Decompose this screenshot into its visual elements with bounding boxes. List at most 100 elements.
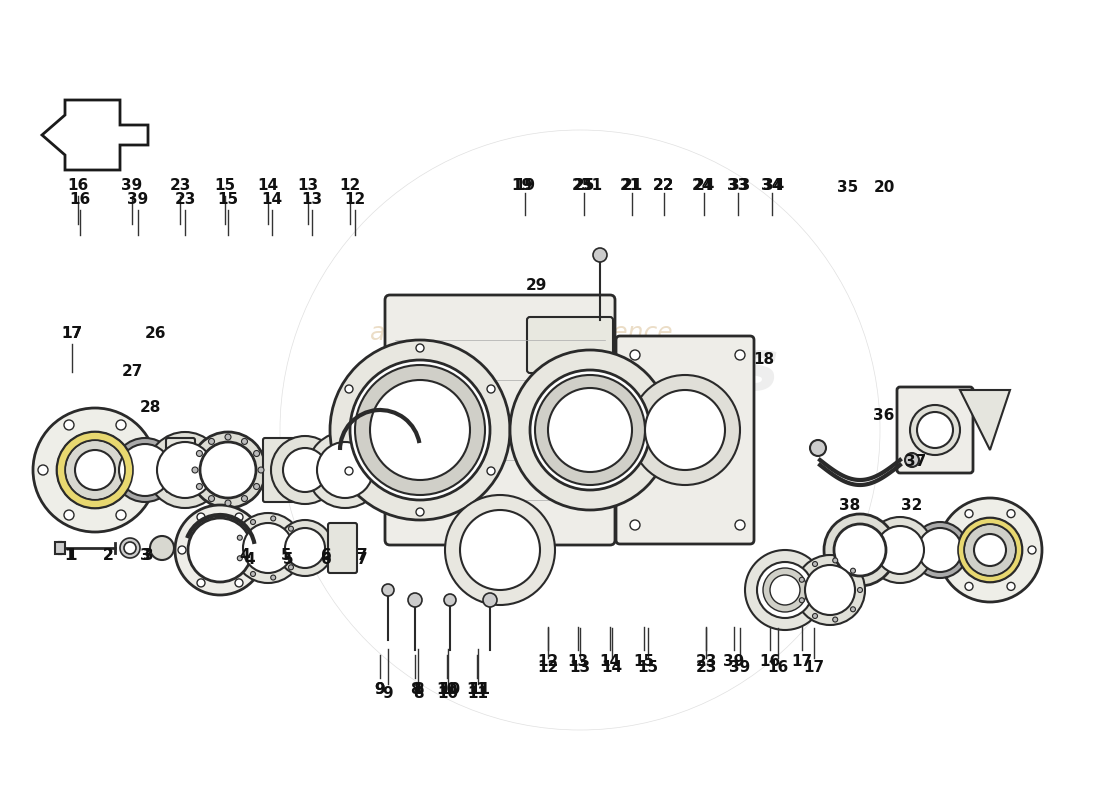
Circle shape — [238, 535, 242, 540]
FancyBboxPatch shape — [616, 336, 754, 544]
Text: 2: 2 — [102, 549, 113, 563]
Circle shape — [876, 526, 924, 574]
Text: 36: 36 — [873, 409, 894, 423]
Text: 29: 29 — [526, 278, 547, 294]
Circle shape — [209, 495, 214, 502]
Text: 22: 22 — [653, 178, 674, 193]
Circle shape — [408, 593, 422, 607]
Circle shape — [288, 565, 294, 570]
Text: 8: 8 — [412, 686, 424, 702]
Circle shape — [330, 340, 510, 520]
Text: 23: 23 — [169, 178, 190, 194]
Circle shape — [150, 536, 174, 560]
Text: 39: 39 — [128, 193, 148, 207]
Text: 14: 14 — [257, 178, 278, 194]
Circle shape — [630, 375, 740, 485]
Circle shape — [834, 524, 886, 576]
FancyBboxPatch shape — [527, 317, 613, 373]
Circle shape — [277, 520, 333, 576]
Text: 37: 37 — [905, 454, 926, 470]
Circle shape — [735, 520, 745, 530]
Circle shape — [964, 524, 1016, 576]
Circle shape — [446, 495, 556, 605]
Circle shape — [416, 508, 424, 516]
Text: 12: 12 — [538, 654, 559, 670]
Circle shape — [918, 528, 962, 572]
Circle shape — [905, 453, 918, 467]
Circle shape — [242, 495, 248, 502]
Circle shape — [938, 498, 1042, 602]
Text: 13: 13 — [297, 178, 319, 194]
Text: 16: 16 — [67, 178, 89, 194]
Text: 9: 9 — [375, 682, 385, 698]
Circle shape — [965, 582, 974, 590]
FancyBboxPatch shape — [896, 387, 974, 473]
Text: 13: 13 — [568, 654, 588, 670]
Circle shape — [119, 444, 170, 496]
Text: 3: 3 — [140, 549, 151, 563]
Circle shape — [283, 448, 327, 492]
Text: 21: 21 — [619, 178, 640, 194]
Circle shape — [510, 350, 670, 510]
Circle shape — [243, 523, 293, 573]
Circle shape — [188, 518, 252, 582]
Circle shape — [235, 579, 243, 587]
Text: 31: 31 — [582, 178, 603, 194]
Circle shape — [487, 467, 495, 475]
Circle shape — [355, 365, 485, 495]
Circle shape — [251, 519, 255, 525]
Circle shape — [444, 594, 456, 606]
Circle shape — [917, 412, 953, 448]
Text: 16: 16 — [768, 661, 789, 675]
Circle shape — [770, 575, 800, 605]
Text: 27: 27 — [121, 365, 143, 379]
Circle shape — [416, 344, 424, 352]
FancyBboxPatch shape — [166, 438, 195, 492]
Text: 20: 20 — [873, 181, 894, 195]
Circle shape — [116, 510, 127, 520]
Circle shape — [258, 467, 264, 473]
Circle shape — [39, 465, 48, 475]
Text: 17: 17 — [62, 326, 82, 342]
Circle shape — [157, 442, 213, 498]
Text: 10: 10 — [437, 682, 458, 698]
Text: 15: 15 — [218, 193, 239, 207]
Wedge shape — [57, 432, 133, 508]
Circle shape — [593, 248, 607, 262]
Circle shape — [800, 598, 804, 602]
Text: 14: 14 — [262, 193, 283, 207]
Text: 4: 4 — [240, 549, 251, 563]
Circle shape — [271, 516, 276, 521]
Text: 11: 11 — [466, 682, 487, 698]
Circle shape — [645, 390, 725, 470]
Circle shape — [965, 510, 974, 518]
Text: 18: 18 — [754, 353, 774, 367]
Text: 9: 9 — [375, 682, 385, 698]
Circle shape — [763, 568, 807, 612]
Text: 1: 1 — [65, 549, 75, 563]
Circle shape — [630, 520, 640, 530]
Circle shape — [238, 556, 242, 561]
Text: 4: 4 — [244, 553, 255, 567]
FancyBboxPatch shape — [263, 438, 297, 502]
Circle shape — [350, 360, 490, 500]
Text: 25: 25 — [571, 178, 593, 194]
Circle shape — [124, 542, 136, 554]
Circle shape — [64, 420, 74, 430]
Text: 13: 13 — [570, 661, 591, 675]
Text: 35: 35 — [837, 181, 859, 195]
Circle shape — [958, 518, 1022, 582]
Circle shape — [745, 550, 825, 630]
Circle shape — [65, 440, 125, 500]
Text: 23: 23 — [174, 193, 196, 207]
Circle shape — [487, 385, 495, 393]
Circle shape — [307, 432, 383, 508]
Circle shape — [209, 438, 214, 445]
Wedge shape — [958, 518, 1022, 582]
Text: 28: 28 — [140, 401, 161, 415]
Text: 12: 12 — [538, 661, 559, 675]
Text: a passion for excellence: a passion for excellence — [370, 321, 672, 345]
Bar — [55, 542, 65, 554]
Text: 1: 1 — [67, 549, 77, 563]
Circle shape — [795, 555, 865, 625]
